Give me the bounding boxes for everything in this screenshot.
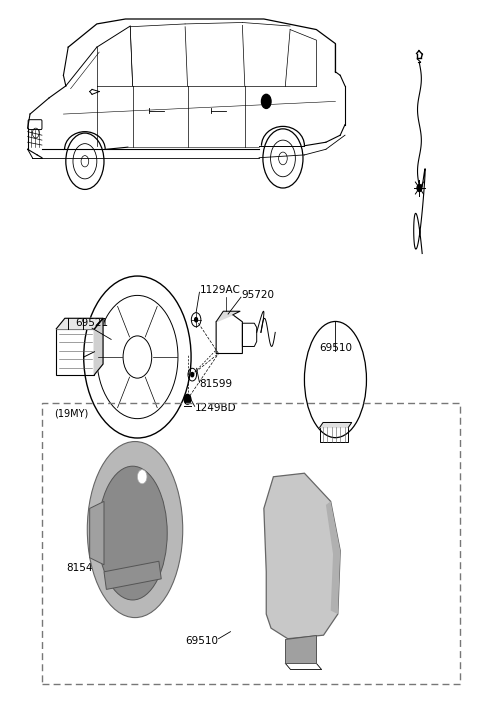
Polygon shape: [216, 311, 240, 322]
Circle shape: [262, 94, 271, 108]
Ellipse shape: [98, 466, 167, 600]
Polygon shape: [326, 501, 340, 614]
Text: (19MY): (19MY): [54, 409, 88, 419]
Polygon shape: [264, 473, 340, 638]
Text: 1129AC: 1129AC: [199, 285, 240, 295]
Ellipse shape: [87, 442, 183, 618]
Circle shape: [417, 185, 422, 192]
Text: 69510: 69510: [186, 636, 218, 645]
Circle shape: [137, 469, 147, 484]
Text: 69521: 69521: [75, 318, 108, 328]
Polygon shape: [90, 501, 104, 565]
Text: 81599: 81599: [199, 380, 233, 390]
Text: 69510: 69510: [319, 343, 352, 353]
Polygon shape: [56, 318, 103, 329]
Polygon shape: [104, 561, 161, 590]
Bar: [56, 329, 95, 375]
Text: 1249BD: 1249BD: [195, 404, 236, 414]
Polygon shape: [285, 635, 316, 663]
Circle shape: [184, 395, 191, 404]
Circle shape: [195, 317, 198, 322]
Text: 95720: 95720: [241, 290, 274, 300]
Polygon shape: [95, 318, 103, 375]
Circle shape: [191, 373, 194, 377]
Text: 81541: 81541: [66, 563, 99, 573]
Polygon shape: [320, 423, 352, 428]
